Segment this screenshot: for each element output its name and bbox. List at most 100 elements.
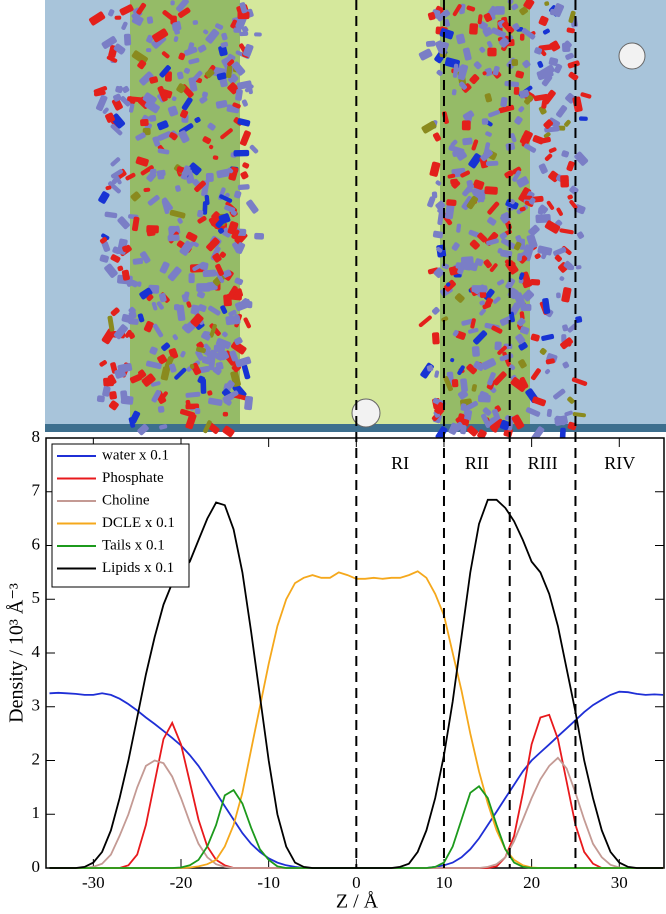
molecule-atom xyxy=(146,16,154,24)
molecule-atom xyxy=(128,332,135,339)
molecule-atom xyxy=(505,199,519,210)
molecule-atom xyxy=(486,40,493,48)
molecule-atom xyxy=(450,139,458,147)
molecule-atom xyxy=(462,47,472,61)
molecule-atom xyxy=(489,263,498,272)
molecule-atom xyxy=(436,247,443,253)
molecule-atom xyxy=(207,122,216,131)
molecule-atom xyxy=(249,144,259,154)
x-axis-label: Z / Å xyxy=(336,891,379,913)
molecule-atom xyxy=(161,199,170,215)
molecule-atom xyxy=(140,165,154,176)
molecule-atom xyxy=(500,212,511,223)
molecule-atom xyxy=(232,233,241,243)
molecule-atom xyxy=(562,324,569,332)
molecule-atom xyxy=(184,46,198,56)
molecule-atom xyxy=(456,223,462,233)
molecule-atom xyxy=(497,279,505,286)
molecule-atom xyxy=(108,181,121,194)
molecule-atom xyxy=(452,4,462,17)
molecule-atom xyxy=(135,132,146,141)
molecule-atom xyxy=(543,132,551,139)
molecule-atom xyxy=(446,282,451,287)
molecule-atom xyxy=(215,338,231,350)
molecule-atom xyxy=(222,331,228,338)
molecule-atom xyxy=(567,421,577,431)
molecule-atom xyxy=(96,94,108,112)
molecule-atom xyxy=(167,266,182,282)
molecule-atom xyxy=(254,32,262,37)
molecule-atom xyxy=(508,311,515,323)
molecule-atom xyxy=(180,350,186,358)
molecule-atom xyxy=(170,0,175,6)
molecule-atom xyxy=(111,98,123,111)
molecule-atom xyxy=(156,169,166,177)
molecule-atom xyxy=(510,133,517,143)
molecule-atom xyxy=(457,64,469,81)
molecule-atom xyxy=(426,365,434,372)
molecule-atom xyxy=(471,139,479,151)
molecule-atom xyxy=(574,151,589,166)
molecule-atom xyxy=(536,67,554,81)
molecule-atom xyxy=(456,150,467,161)
molecule-atom xyxy=(518,106,525,113)
molecule-atom xyxy=(446,199,457,207)
molecule-atom xyxy=(220,305,228,314)
molecule-atom xyxy=(109,391,117,400)
molecule-atom xyxy=(164,356,174,369)
molecule-atom xyxy=(454,293,465,303)
molecule-atom xyxy=(128,306,136,315)
molecule-atom xyxy=(197,44,207,53)
molecule-atom xyxy=(427,12,436,21)
molecule-atom xyxy=(479,308,486,316)
molecule-atom xyxy=(565,52,574,60)
molecule-atom xyxy=(120,390,128,402)
molecule-atom xyxy=(212,253,222,263)
molecule-atom xyxy=(197,215,207,224)
molecule-atom xyxy=(215,271,225,283)
molecule-atom xyxy=(136,2,147,15)
molecule-atom xyxy=(121,313,134,324)
molecule-atom xyxy=(101,233,110,241)
molecule-atom xyxy=(576,231,585,239)
molecule-atom xyxy=(237,118,251,127)
molecule-atom xyxy=(452,63,459,78)
molecule-atom xyxy=(461,418,470,427)
molecule-atom xyxy=(222,411,229,417)
molecule-atom xyxy=(101,36,117,49)
molecule-atom xyxy=(98,191,110,204)
molecule-atom xyxy=(541,74,553,87)
molecule-atom xyxy=(431,191,438,199)
molecule-atom xyxy=(225,315,241,326)
molecule-atom xyxy=(575,265,582,270)
molecule-atom xyxy=(528,224,540,237)
molecule-atom xyxy=(142,92,157,106)
molecule-atom xyxy=(484,297,494,307)
molecule-atom xyxy=(521,28,536,40)
molecule-atom xyxy=(215,23,224,30)
molecule-atom xyxy=(542,298,551,314)
molecule-atom xyxy=(567,323,577,333)
molecule-atom xyxy=(122,86,130,93)
molecule-atom xyxy=(213,344,226,353)
molecule-atom xyxy=(447,173,456,179)
region-label: RIII xyxy=(528,453,558,473)
molecule-atom xyxy=(117,216,130,230)
molecule-atom xyxy=(139,287,153,300)
molecule-atom xyxy=(541,251,548,260)
molecule-atom xyxy=(179,408,196,418)
molecule-atom xyxy=(157,406,165,413)
molecule-atom xyxy=(180,109,189,119)
molecule-atom xyxy=(246,199,259,214)
molecule-atom xyxy=(526,234,538,249)
molecule-atom xyxy=(434,402,445,414)
molecule-atom xyxy=(509,199,516,205)
x-tick-label: 10 xyxy=(435,873,452,892)
molecule-atom xyxy=(435,180,442,186)
molecule-atom xyxy=(514,241,522,251)
molecule-atom xyxy=(89,11,106,26)
molecule-atom xyxy=(470,318,476,329)
region-label: RII xyxy=(465,453,489,473)
molecule-atom xyxy=(545,358,555,365)
